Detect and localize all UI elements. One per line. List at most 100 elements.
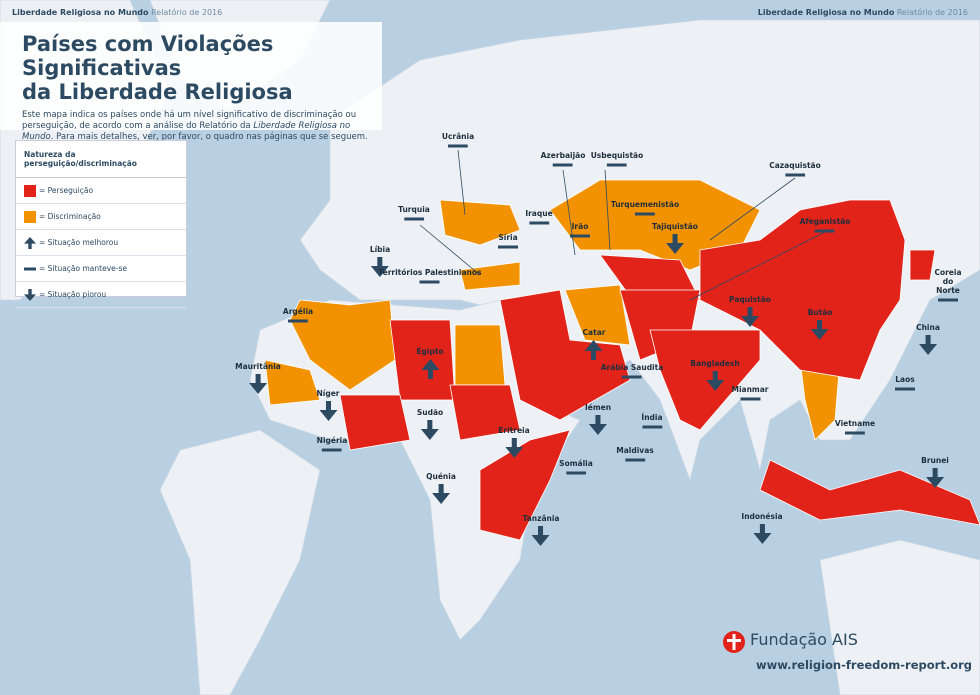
title-box: Países com Violações Significativas da Li…: [0, 22, 382, 142]
country-label: Sudão: [417, 408, 443, 440]
country-name: Maldivas: [616, 446, 654, 455]
status-icon: [753, 524, 771, 544]
country-label: Maldivas: [616, 446, 654, 462]
country-label: Iémen: [585, 403, 611, 435]
country-label: Usbequistão: [590, 151, 644, 167]
description-italic: Liberdade Religiosa no Mundo: [22, 121, 351, 142]
persecution-countries: [339, 199, 980, 541]
country-label: Mianmar: [731, 385, 769, 401]
country-label: Azerbaijão: [541, 151, 585, 167]
legend-item: = Perseguição: [16, 178, 186, 204]
legend-item: = Discriminação: [16, 204, 186, 230]
status-icon: [498, 245, 518, 249]
status-icon: [370, 257, 389, 277]
country-label: Nigéria: [316, 436, 348, 452]
country-name: Tajiquistão: [652, 222, 698, 231]
country-name: Ucrânia: [441, 132, 475, 141]
status-icon: [621, 375, 642, 379]
country-name: Líbia: [369, 245, 391, 254]
description: Este mapa indica os países onde há um ní…: [22, 110, 372, 143]
legend-label: = Situação melhorou: [39, 238, 119, 247]
country-name: Bangladesh: [690, 359, 740, 368]
status-icon: [814, 229, 835, 233]
status-icon: [432, 484, 450, 504]
country-label: Arábia Saudita: [600, 363, 664, 379]
country-label: Bangladesh: [690, 359, 740, 391]
legend: Natureza da perseguição/discriminação = …: [15, 140, 187, 308]
country-name: Argélia: [282, 307, 314, 316]
description-text: Este mapa indica os países onde há um ní…: [22, 110, 357, 131]
country-label: Turquia: [398, 205, 430, 221]
status-icon: [448, 144, 468, 148]
country-label: Quénia: [426, 472, 456, 504]
country-label: Tajiquistão: [652, 222, 698, 254]
country-label: Vietname: [835, 419, 875, 435]
status-icon: [641, 425, 662, 429]
country-label: Turquemenistão: [611, 200, 679, 216]
country-name: Tanzânia: [522, 514, 560, 523]
country-name: Territórios Palestinianos: [378, 268, 482, 277]
status-icon: [895, 387, 915, 391]
country-name: Mauritânia: [235, 362, 281, 371]
legend-label: = Perseguição: [39, 186, 94, 195]
country-label: Líbia: [370, 245, 390, 277]
country-name: Nigéria: [316, 436, 348, 445]
country-label: Síria: [498, 233, 518, 249]
logo: [723, 631, 745, 653]
country-name: China: [916, 323, 940, 332]
country-name: Iraque: [525, 209, 553, 218]
status-icon: [403, 217, 424, 221]
country-label: Tanzânia: [522, 514, 560, 546]
country-label: Territórios Palestinianos: [378, 268, 482, 284]
country-name: Usbequistão: [590, 151, 644, 160]
country-name: Arábia Saudita: [600, 363, 664, 372]
country-name: Somália: [559, 459, 593, 468]
status-icon: [739, 397, 760, 401]
country-name: Índia: [641, 413, 663, 422]
country-name: Coreia do Norte: [934, 268, 962, 295]
leader-lines: [419, 149, 826, 301]
status-icon: [420, 420, 439, 440]
status-icon: [553, 163, 573, 167]
country-name: Mianmar: [731, 385, 769, 394]
status-icon: [925, 468, 944, 488]
country-label: Iraque: [525, 209, 553, 225]
status-icon: [419, 280, 440, 284]
country-name: Afeganistão: [799, 217, 851, 226]
status-icon: [607, 163, 627, 167]
status-icon: [589, 415, 607, 435]
country-name: Butão: [807, 308, 833, 317]
website: www.religion-freedom-report.org: [756, 658, 973, 672]
status-icon: [248, 374, 267, 394]
status-icon: [505, 438, 523, 458]
status-icon: [24, 288, 36, 301]
title: Países com Violações Significativas da Li…: [22, 32, 382, 104]
country-label: Índia: [641, 413, 663, 429]
country-name: Síria: [498, 233, 518, 242]
country-label: Ucrânia: [442, 132, 474, 148]
country-name: Indonésia: [741, 512, 783, 521]
country-label: Brunei: [921, 456, 949, 488]
country-name: Sudão: [416, 408, 444, 417]
country-label: Afeganistão: [799, 217, 851, 233]
country-label: Indonésia: [741, 512, 783, 544]
legend-item: = Situação melhorou: [16, 230, 186, 256]
report-year: Relatório de 2016: [151, 8, 223, 17]
country-name: Laos: [895, 375, 915, 384]
country-name: Turquia: [398, 205, 430, 214]
status-icon: [634, 212, 655, 216]
status-icon: [938, 298, 958, 302]
status-icon: [24, 184, 36, 197]
status-icon: [24, 210, 36, 223]
country-label: Irão: [570, 222, 590, 238]
report-name: Liberdade Religiosa no Mundo: [757, 8, 895, 17]
country-name: Brunei: [921, 456, 949, 465]
status-icon: [420, 359, 439, 379]
status-icon: [287, 319, 308, 323]
country-label: Paquistão: [729, 295, 771, 327]
status-icon: [565, 471, 586, 475]
country-label: Laos: [895, 375, 915, 391]
legend-item: = Situação piorou: [16, 282, 186, 308]
